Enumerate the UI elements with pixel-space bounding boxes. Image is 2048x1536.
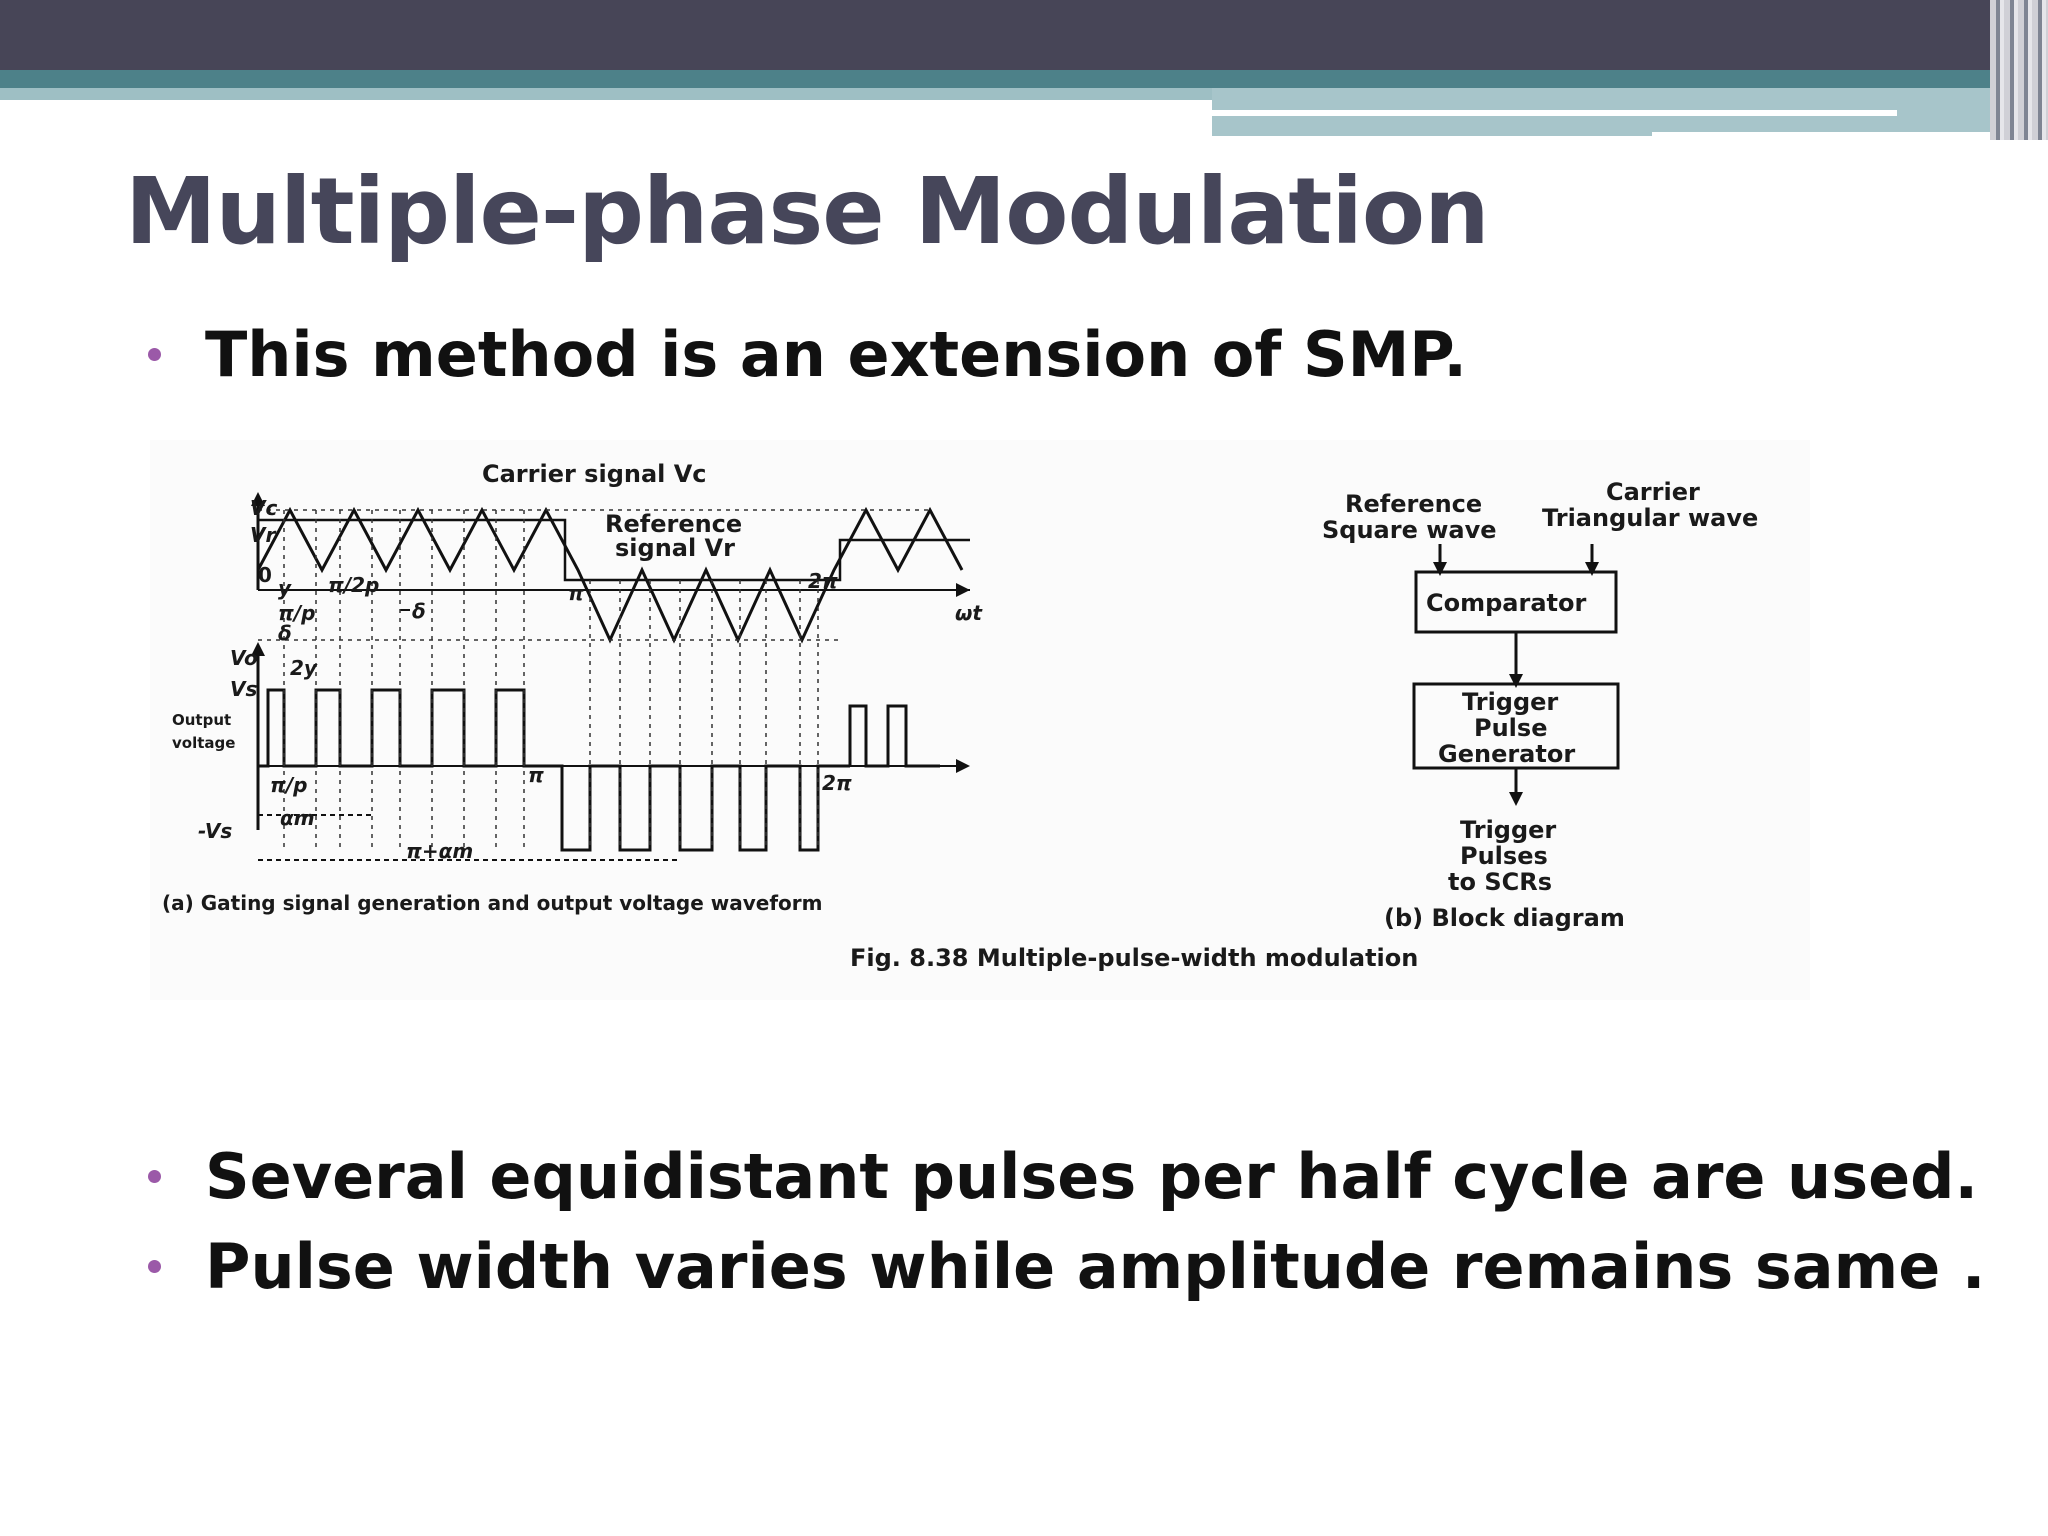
output-line2: Pulses [1460, 842, 1548, 870]
vc-label: Vc [250, 496, 277, 520]
decorative-edge [1990, 0, 2048, 140]
pi-p-label-bottom: π/p [270, 773, 307, 797]
reference-label-line2: signal Vr [615, 534, 735, 562]
bullet-text: Pulse width varies while amplitude remai… [205, 1230, 1986, 1303]
axis-wt-label: ωt [955, 601, 983, 625]
carrier-signal-label: Carrier signal Vc [482, 460, 707, 488]
pi-label-top: π [568, 581, 584, 605]
figure-caption: Fig. 8.38 Multiple-pulse-width modulatio… [850, 944, 1418, 972]
input1-line2: Square wave [1322, 516, 1497, 544]
y-label: y [278, 576, 292, 600]
output-voltage-line1: Output [172, 711, 231, 729]
bullet-text: This method is an extension of SMP. [205, 318, 1467, 391]
vo-label: Vo [230, 646, 258, 670]
block-caption: (b) Block diagram [1384, 904, 1625, 932]
comparator-label: Comparator [1426, 589, 1586, 617]
generator-line2: Pulse [1474, 714, 1547, 742]
vr-label: Vr [250, 523, 276, 547]
reference-label-line1: Reference [605, 510, 742, 538]
vs-label: Vs [230, 677, 257, 701]
waveform-caption: (a) Gating signal generation and output … [162, 891, 823, 915]
bullet-item: Pulse width varies while amplitude remai… [148, 1230, 1985, 1303]
alpha-m-label: αm [280, 806, 315, 830]
two-pi-label-top: 2π [808, 569, 838, 593]
bullet-dot-icon [148, 1170, 161, 1183]
bullet-item: Several equidistant pulses per half cycl… [148, 1140, 1978, 1213]
output-voltage-line2: voltage [172, 734, 235, 752]
light-band-left [0, 88, 1212, 100]
teal-band [0, 70, 2048, 88]
pi-plus-alpha-m-label: π+αm [406, 839, 473, 863]
generator-line1: Trigger [1462, 688, 1558, 716]
light-band-right [1212, 88, 2012, 138]
bullet-item: This method is an extension of SMP. [148, 318, 1467, 391]
two-pi-label-bottom: 2π [822, 771, 852, 795]
top-banner [0, 0, 2048, 70]
delta-label-2: δ [412, 599, 426, 623]
two-y-label: 2y [290, 656, 318, 680]
figure-image: Carrier signal Vc Reference signal Vr ωt… [150, 440, 1810, 1000]
input2-line1: Carrier [1606, 478, 1700, 506]
bullet-text: Several equidistant pulses per half cycl… [205, 1140, 1979, 1213]
pi-p-label: π/p [278, 601, 315, 625]
neg-vs-label: -Vs [198, 819, 232, 843]
output-line3: to SCRs [1448, 868, 1552, 896]
bullet-dot-icon [148, 1260, 161, 1273]
output-line1: Trigger [1460, 816, 1556, 844]
input2-line2: Triangular wave [1542, 504, 1758, 532]
delta-label-1: δ [278, 621, 292, 645]
input1-line1: Reference [1345, 490, 1482, 518]
zero-label: 0 [258, 563, 272, 587]
slide-title: Multiple-phase Modulation [125, 158, 1490, 265]
pi-2p-label: π/2p [328, 573, 379, 597]
bullet-dot-icon [148, 348, 161, 361]
pi-label-bottom: π [528, 763, 544, 787]
generator-line3: Generator [1438, 740, 1575, 768]
